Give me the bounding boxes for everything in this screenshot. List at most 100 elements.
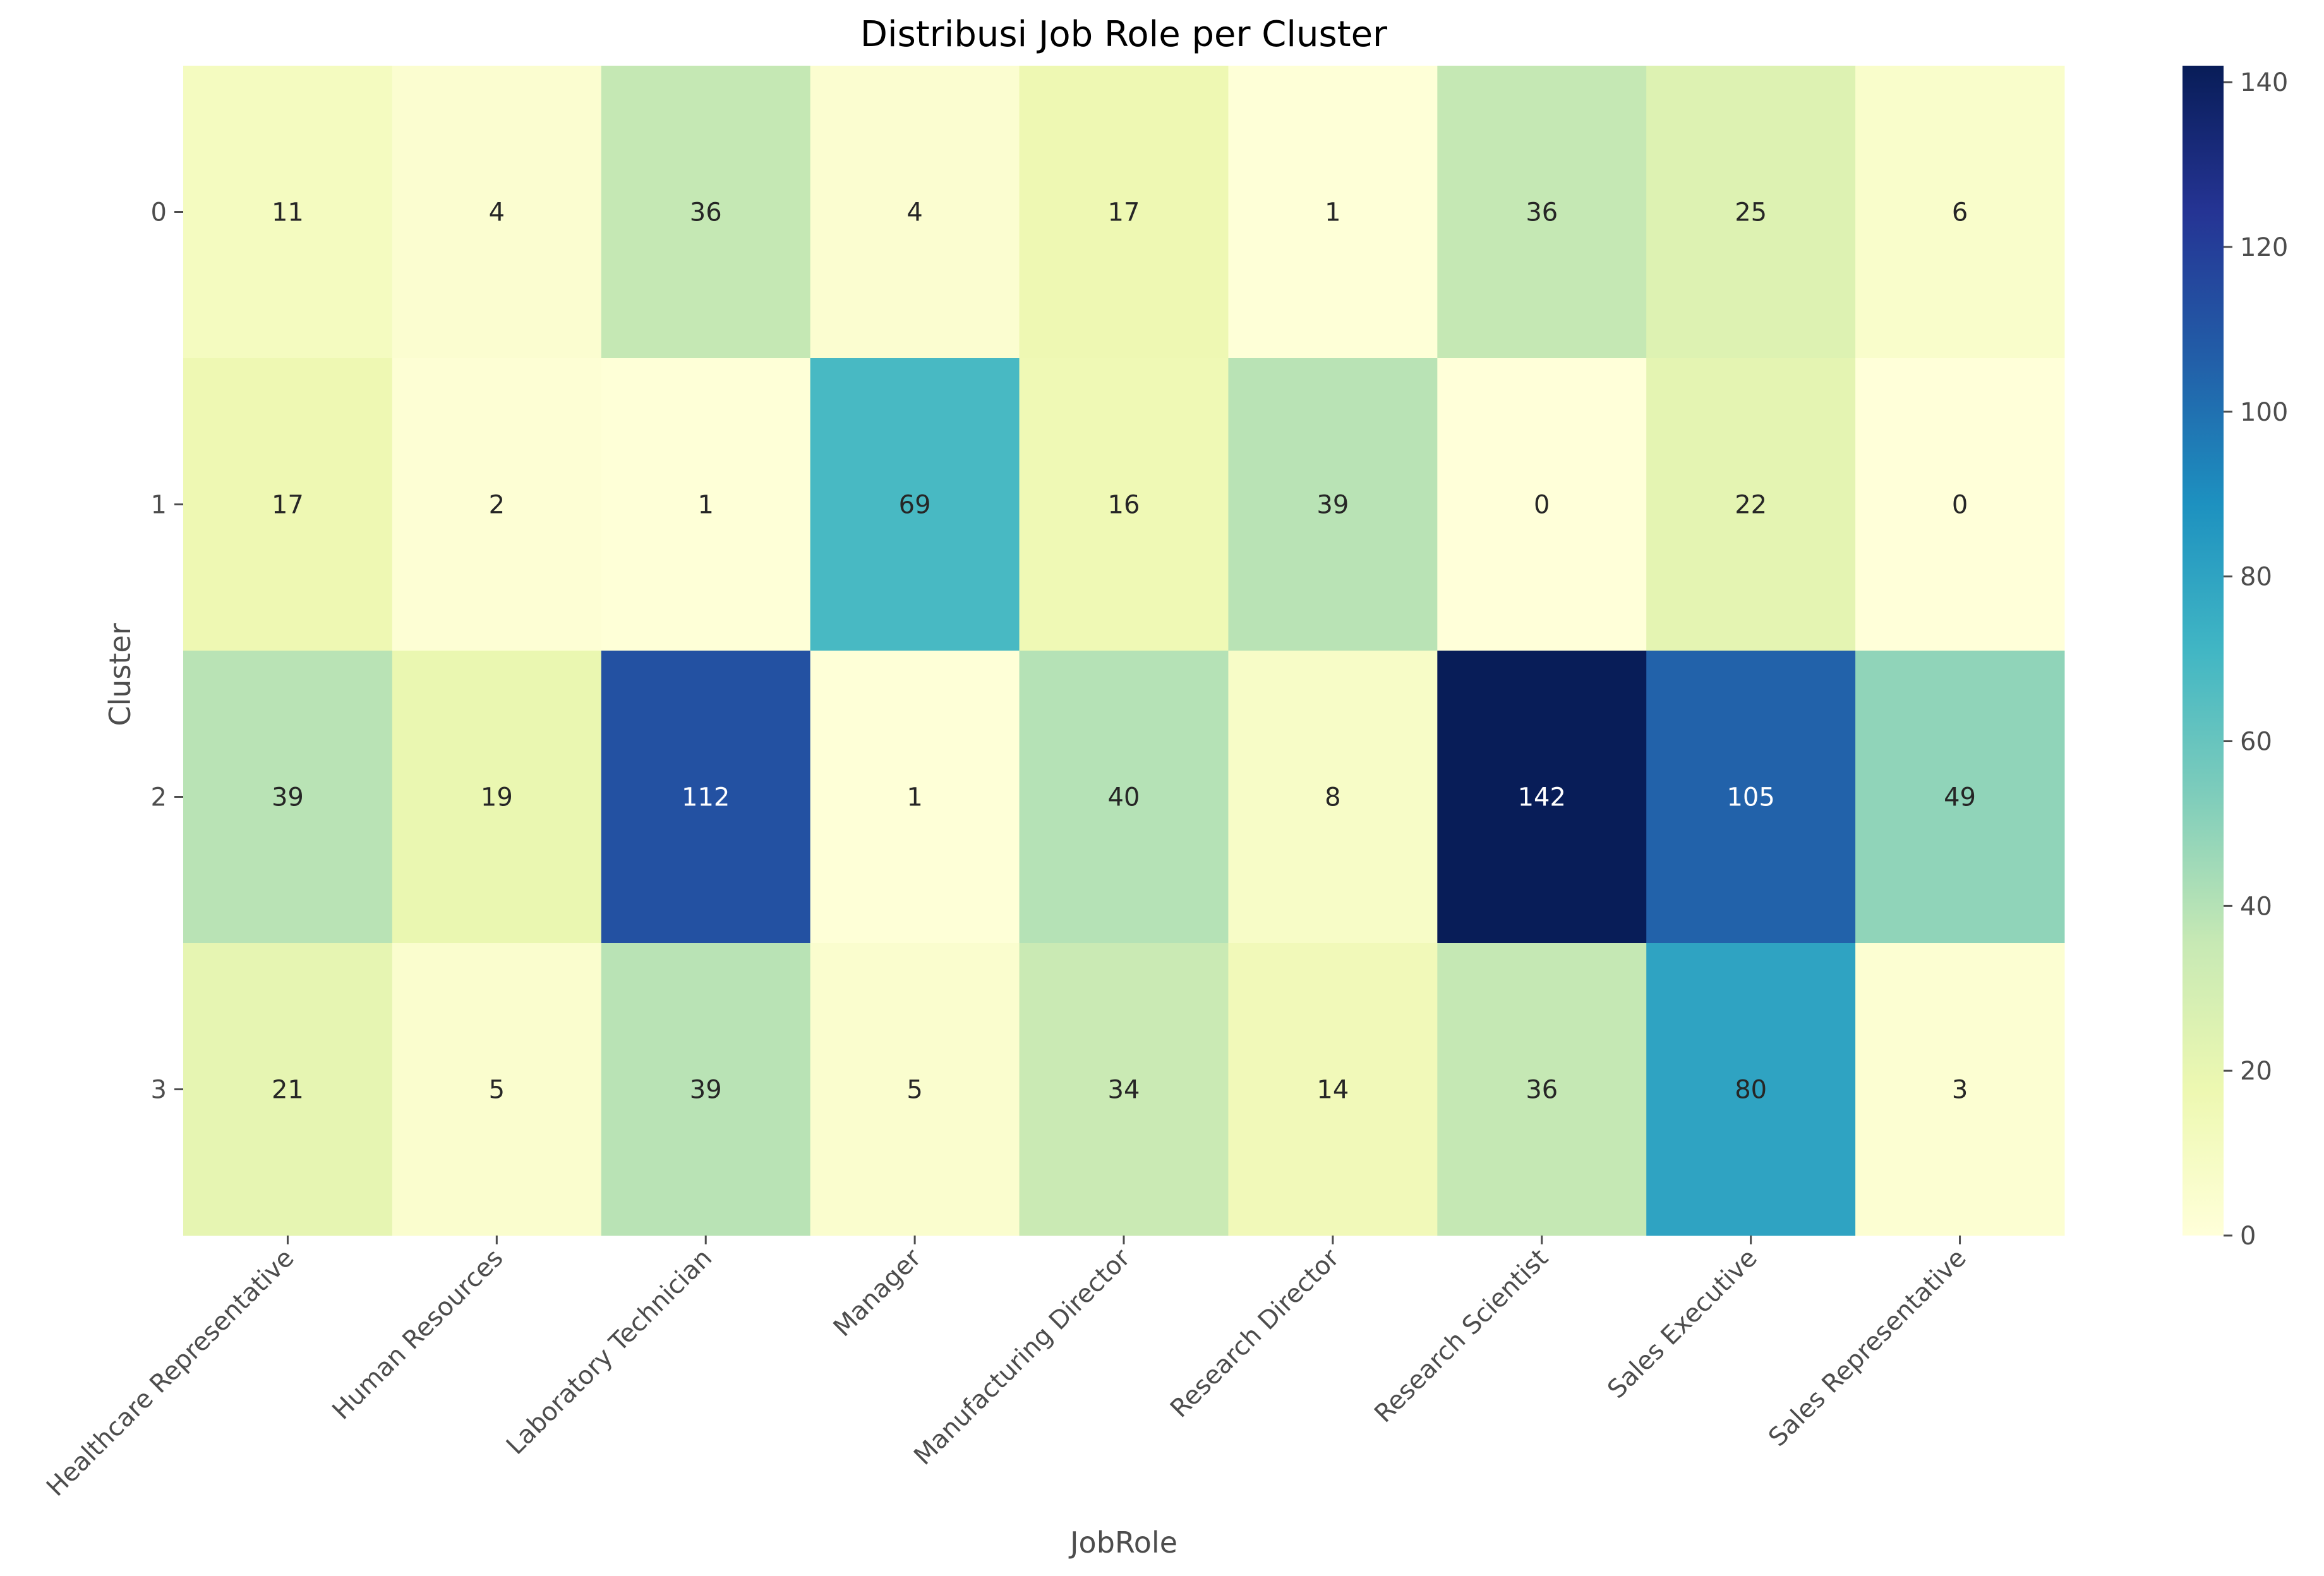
heatmap-cell <box>810 943 1020 1236</box>
heatmap-cell <box>601 358 811 651</box>
heatmap-cell <box>183 358 393 651</box>
heatmap-cell <box>392 66 602 359</box>
heatmap-cell <box>1437 358 1647 651</box>
heatmap-cell <box>392 943 602 1236</box>
cell-value-label: 39 <box>1316 491 1349 520</box>
heatmap-cell <box>1437 943 1647 1236</box>
heatmap-cell <box>1019 943 1229 1236</box>
cell-value-label: 34 <box>1108 1076 1140 1105</box>
heatmap-cell <box>1019 66 1229 359</box>
cell-value-label: 21 <box>272 1076 304 1105</box>
cell-value-label: 22 <box>1735 491 1767 520</box>
cell-value-label: 105 <box>1726 783 1774 812</box>
y-tick-label: 1 <box>151 491 167 520</box>
heatmap-cell <box>1019 358 1229 651</box>
cell-value-label: 19 <box>481 783 513 812</box>
x-tick-label: Sales Representative <box>1763 1244 1972 1453</box>
heatmap-cell <box>1855 943 2065 1236</box>
heatmap-cell <box>1228 943 1438 1236</box>
cell-value-label: 2 <box>489 491 505 520</box>
cell-value-label: 112 <box>682 783 730 812</box>
colorbar-tick-label: 20 <box>2240 1057 2272 1086</box>
cell-value-label: 69 <box>899 491 931 520</box>
heatmap-cell-labels: 11 4 36 4 17 1 36 25 617 2 1 69 16 39 0 22 039 19 112 1 40 8 1… <box>272 198 1976 1105</box>
y-axis-ticks: 0 1 2 3 <box>151 198 183 1105</box>
heatmap-cell <box>601 651 811 944</box>
heatmap-cell <box>1019 651 1229 944</box>
heatmap-cell <box>810 651 1020 944</box>
x-tick-label: Human Resources <box>327 1244 509 1426</box>
cell-value-label: 36 <box>690 198 722 227</box>
y-tick-label: 3 <box>151 1076 167 1105</box>
cell-value-label: 40 <box>1108 783 1140 812</box>
x-tick-label: Healthcare Representative <box>41 1244 299 1502</box>
heatmap-cell <box>183 943 393 1236</box>
cell-value-label: 25 <box>1735 198 1767 227</box>
cell-value-label: 1 <box>1325 198 1340 227</box>
x-tick-label: Sales Executive <box>1602 1244 1763 1405</box>
cell-value-label: 4 <box>489 198 505 227</box>
x-tick-label: Research Director <box>1165 1243 1345 1423</box>
heatmap-cell <box>601 66 811 359</box>
x-axis-label: JobRole <box>1068 1525 1177 1560</box>
chart-title: Distribusi Job Role per Cluster <box>860 14 1388 55</box>
heatmap-cell <box>392 358 602 651</box>
cell-value-label: 39 <box>690 1076 722 1105</box>
cell-value-label: 17 <box>1108 198 1140 227</box>
cell-value-label: 8 <box>1325 783 1340 812</box>
cell-value-label: 4 <box>906 198 922 227</box>
cell-value-label: 80 <box>1735 1076 1767 1105</box>
cell-value-label: 6 <box>1952 198 1968 227</box>
colorbar-tick-label: 100 <box>2240 398 2288 427</box>
heatmap-cell <box>1646 358 1856 651</box>
colorbar-tick-label: 80 <box>2240 563 2272 592</box>
colorbar-gradient <box>2183 66 2224 1236</box>
cell-value-label: 36 <box>1526 1076 1558 1105</box>
cell-value-label: 36 <box>1526 198 1558 227</box>
heatmap-cell <box>810 358 1020 651</box>
y-axis-label: Cluster <box>103 623 137 726</box>
cell-value-label: 5 <box>906 1076 922 1105</box>
heatmap-cell <box>1437 651 1647 944</box>
cell-value-label: 14 <box>1316 1076 1349 1105</box>
x-tick-label: Manager <box>828 1243 927 1342</box>
cell-value-label: 0 <box>1952 491 1968 520</box>
y-tick-label: 2 <box>151 783 167 812</box>
cell-value-label: 1 <box>906 783 922 812</box>
heatmap-cell <box>810 66 1020 359</box>
heatmap-cell <box>1228 66 1438 359</box>
heatmap-cell <box>1228 358 1438 651</box>
heatmap-cell <box>1855 358 2065 651</box>
x-tick-label: Manufacturing Director <box>908 1243 1136 1471</box>
heatmap-cell <box>1855 651 2065 944</box>
heatmap-cell <box>1228 651 1438 944</box>
heatmap-cells <box>183 66 2065 1236</box>
heatmap-cell <box>1855 66 2065 359</box>
colorbar-tick-label: 120 <box>2240 233 2288 262</box>
heatmap-cell <box>392 651 602 944</box>
colorbar-tick-label: 40 <box>2240 892 2272 921</box>
cell-value-label: 16 <box>1108 491 1140 520</box>
cell-value-label: 1 <box>697 491 713 520</box>
cell-value-label: 0 <box>1534 491 1550 520</box>
x-axis-ticks: Healthcare Representative Human Resources… <box>41 1236 1972 1502</box>
x-tick-label: Research Scientist <box>1369 1244 1554 1429</box>
heatmap-cell <box>601 943 811 1236</box>
cell-value-label: 17 <box>272 491 304 520</box>
heatmap-cell <box>183 66 393 359</box>
cell-value-label: 11 <box>272 198 304 227</box>
cell-value-label: 49 <box>1944 783 1976 812</box>
colorbar-tick-label: 0 <box>2240 1222 2256 1251</box>
cell-value-label: 5 <box>489 1076 505 1105</box>
x-tick-label: Laboratory Technician <box>501 1244 718 1460</box>
heatmap-cell <box>1437 66 1647 359</box>
heatmap-cell <box>1646 66 1856 359</box>
colorbar-tick-label: 60 <box>2240 727 2272 756</box>
colorbar: 0 20 40 60 80 100 120 140 <box>2183 66 2288 1251</box>
cell-value-label: 142 <box>1518 783 1566 812</box>
colorbar-tick-label: 140 <box>2240 68 2288 97</box>
cell-value-label: 39 <box>272 783 304 812</box>
heatmap-cell <box>1646 943 1856 1236</box>
cell-value-label: 3 <box>1952 1076 1968 1105</box>
